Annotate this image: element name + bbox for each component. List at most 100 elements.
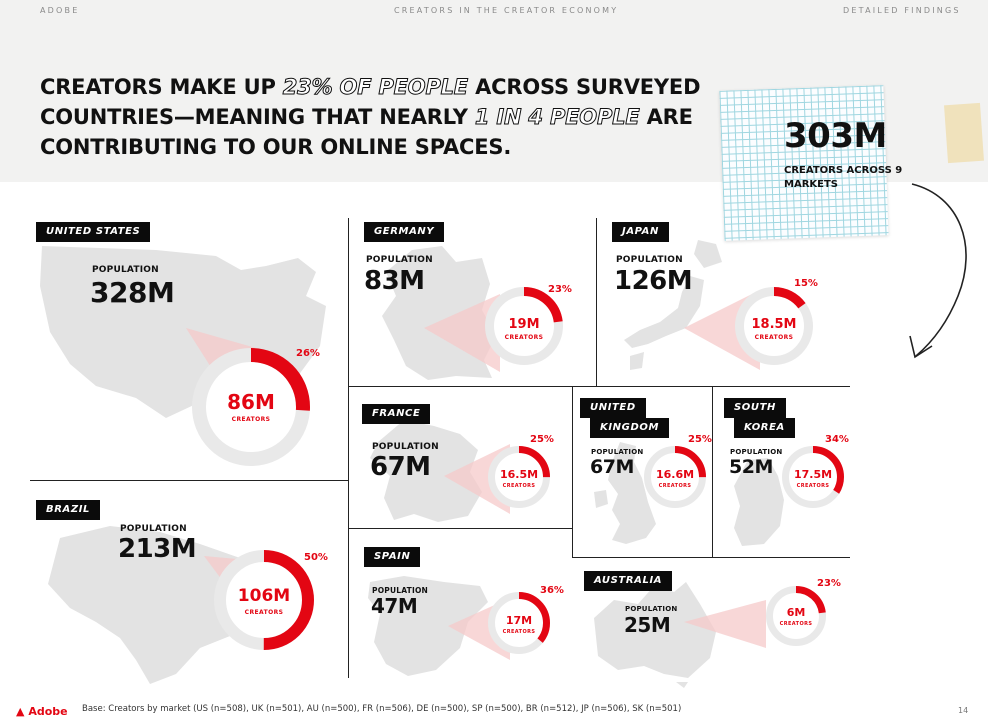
population-label: POPULATION [366,255,433,265]
donut-chart [735,287,813,365]
grid-divider [348,386,850,387]
uk-map-silhouette [594,442,656,544]
donut-share-arc [488,446,550,508]
creators-label: CREATORS [231,416,271,423]
grid-divider [596,218,597,386]
spain-map-silhouette [368,576,488,676]
adobe-logo: ▲ Adobe [16,705,68,718]
france-map-silhouette [370,420,482,522]
creators-label: CREATORS [502,629,536,635]
donut-share-arc [644,446,706,508]
creators-label: CREATORS [504,334,544,341]
country-tag-us: UNITED STATES [36,222,151,242]
creators-label: CREATORS [779,621,813,627]
creators-percent-japan: 15% [794,278,818,289]
country-tag-brazil: BRAZIL [36,500,101,520]
total-creators-value: 303M [784,116,887,156]
country-tag-australia: AUSTRALIA [584,571,673,591]
creators-ring-germany: 19M CREATORS [485,287,563,365]
population-label: POPULATION [625,605,678,613]
population-label: POPULATION [120,524,187,534]
donut-chart [485,287,563,365]
footer-base-note: Base: Creators by market (US (n=508), UK… [82,704,682,714]
creators-ring-japan: 18.5M CREATORS [735,287,813,365]
tape-decoration [944,102,984,164]
donut-chart [766,586,826,646]
grid-divider [712,386,713,558]
population-value-australia: 25M [624,613,671,637]
population-value-korea: 52M [729,456,773,478]
population-value-france: 67M [370,452,431,482]
adobe-logo-text: Adobe [28,705,68,718]
country-tag-france: FRANCE [362,404,431,424]
grid-divider [572,557,850,558]
germany-zoom-cone [424,294,500,372]
creators-percent-uk: 25% [688,434,712,445]
creators-percent-australia: 23% [817,578,841,589]
population-label: POPULATION [372,586,429,595]
headline-part: CREATORS MAKE UP [40,75,283,99]
donut-share-arc [766,586,826,646]
page-headline: CREATORS MAKE UP 23% OF PEOPLE ACROSS SU… [40,72,720,162]
donut-chart [488,446,550,508]
creators-percent-germany: 23% [548,284,572,295]
creators-label: CREATORS [244,609,284,616]
headline-part: ACROSS SURVEYED COUNTRIES—MEANING THAT N… [40,75,701,129]
header-brand: ADOBE [40,6,80,15]
header-section: DETAILED FINDINGS [843,6,961,15]
brazil-map-silhouette [48,526,262,684]
headline-highlight: 1 IN 4 PEOPLE [474,105,640,130]
population-label: POPULATION [92,265,159,275]
creators-value-france: 16.5M [499,468,539,481]
donut-share-arc [735,287,813,365]
australia-zoom-cone [684,600,766,648]
country-tag-uk-line2: KINGDOM [590,418,669,438]
country-tag-uk-line1: UNITED [580,398,646,418]
japan-map-silhouette [624,240,722,370]
population-value-germany: 83M [364,266,425,296]
curved-arrow-icon [909,183,967,359]
creators-value-uk: 16.6M [655,468,695,481]
creators-ring-spain: 17M CREATORS [488,592,550,654]
country-tag-spain: SPAIN [364,547,421,567]
creators-value-japan: 18.5M [751,317,797,332]
creators-percent-us: 26% [296,348,320,359]
donut-share-arc [485,287,563,365]
creators-value-germany: 19M [508,317,540,332]
country-tag-korea-line2: KOREA [734,418,795,438]
adobe-logo-icon: ▲ [16,705,25,718]
south-korea-map-silhouette [734,458,784,546]
creators-value-spain: 17M [505,614,533,627]
population-label: POPULATION [591,448,644,456]
population-value-brazil: 213M [118,534,197,564]
creators-label: CREATORS [658,483,692,489]
australia-map-silhouette [594,582,716,688]
country-tag-japan: JAPAN [612,222,669,242]
donut-chart [214,550,314,650]
creators-value-us: 86M [227,390,275,414]
population-label: POPULATION [616,255,683,265]
population-label: POPULATION [372,442,439,452]
grid-divider [572,386,573,558]
donut-share-arc [488,592,550,654]
donut-chart [782,446,844,508]
country-tag-korea-line1: SOUTH [724,398,787,418]
creators-ring-uk: 16.6M CREATORS [644,446,706,508]
creators-ring-australia: 6M CREATORS [766,586,826,646]
donut-share-arc [214,550,314,650]
header-report-title: CREATORS IN THE CREATOR ECONOMY [394,6,619,15]
creators-ring-korea: 17.5M CREATORS [782,446,844,508]
creators-value-brazil: 106M [237,586,291,606]
grid-divider [30,480,348,481]
creators-percent-korea: 34% [825,434,849,445]
creators-ring-us: 86M CREATORS [192,348,310,466]
donut-chart [192,348,310,466]
donut-share-arc [192,348,310,466]
population-value-japan: 126M [614,266,693,296]
headline-highlight: 23% OF PEOPLE [282,75,468,100]
creators-percent-spain: 36% [540,585,564,596]
donut-chart [488,592,550,654]
creators-label: CREATORS [502,483,536,489]
population-label: POPULATION [730,448,783,456]
donut-share-arc [782,446,844,508]
